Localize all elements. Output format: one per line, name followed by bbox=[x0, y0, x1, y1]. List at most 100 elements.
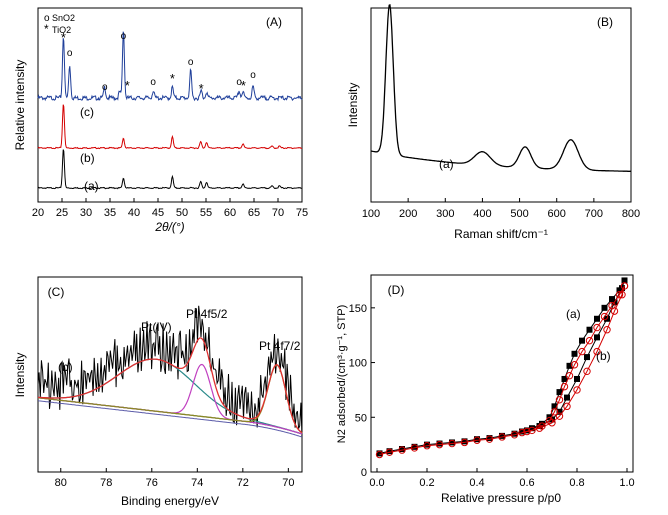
isotherm-point bbox=[519, 428, 525, 435]
isotherm-point bbox=[461, 438, 468, 445]
x-tick-label: 800 bbox=[622, 208, 640, 220]
xrd-curve-c bbox=[37, 31, 303, 102]
x-tick-label: 55 bbox=[200, 207, 212, 219]
x-tick-label: 78 bbox=[100, 477, 112, 489]
x-tick-label: 72 bbox=[237, 477, 249, 489]
isotherm-point bbox=[584, 354, 590, 361]
isotherm-point bbox=[511, 430, 518, 437]
y-tick-label: 150 bbox=[349, 303, 367, 315]
isotherm-point bbox=[594, 315, 600, 322]
isotherm-point bbox=[524, 427, 530, 434]
isotherm-point bbox=[498, 433, 506, 441]
panel-b-label: (B) bbox=[597, 15, 613, 29]
isotherm-point bbox=[574, 375, 580, 382]
isotherm-point bbox=[551, 403, 558, 410]
isotherm-point bbox=[600, 312, 609, 321]
x-tick-label: 75 bbox=[296, 207, 308, 219]
x-tick-label: 40 bbox=[128, 207, 140, 219]
legend-marker-tio2: * bbox=[44, 22, 49, 36]
isotherm-point bbox=[399, 446, 405, 453]
isotherm-point bbox=[586, 326, 593, 333]
isotherm-point bbox=[538, 422, 546, 430]
panel-d-y-label: N2 adsorbed/(cm³·g⁻¹, STP) bbox=[336, 305, 348, 443]
panel-c-label: (C) bbox=[48, 285, 65, 299]
peak-marker: * bbox=[125, 78, 130, 93]
x-tick-label: 50 bbox=[176, 207, 188, 219]
panel-a-legend: o SnO2 * TiO2 bbox=[44, 13, 75, 36]
isotherm-point bbox=[564, 394, 570, 401]
x-tick-label: 100 bbox=[362, 208, 380, 220]
legend-label-tio2: TiO2 bbox=[52, 25, 71, 35]
xps-envelope bbox=[37, 337, 303, 434]
isotherm-point bbox=[601, 304, 608, 311]
peak-marker: o bbox=[121, 31, 127, 42]
isotherm-point bbox=[570, 361, 579, 369]
isotherm-line-b-desorption bbox=[521, 285, 625, 434]
x-tick-label: 400 bbox=[473, 208, 491, 220]
isotherm-point bbox=[423, 442, 431, 450]
panel-d-x-label: Relative pressure p/p0 bbox=[441, 491, 561, 505]
isotherm-point bbox=[621, 277, 628, 284]
x-tick-label: 70 bbox=[282, 477, 294, 489]
peak-marker: o bbox=[102, 82, 108, 93]
isotherm-point bbox=[620, 282, 629, 290]
isotherm-point bbox=[593, 347, 601, 356]
xps-component-pt4f52 bbox=[37, 363, 303, 435]
panel-d-ticks: 0.0 0.2 0.4 0.6 0.8 1.0 0 50 100 150 bbox=[349, 303, 635, 489]
isotherm-point bbox=[560, 382, 569, 391]
x-tick-label: 35 bbox=[104, 207, 116, 219]
peak-marker: * bbox=[199, 81, 204, 96]
isotherm-point bbox=[539, 420, 545, 427]
isotherm-point bbox=[518, 428, 526, 437]
isotherm-line-b-adsorption bbox=[379, 285, 625, 455]
panel-b-x-ticks: 100 200 300 400 500 600 700 800 bbox=[362, 198, 640, 220]
panel-a: 20 25 30 35 40 45 50 55 60 65 70 75 *ooo* o *o* o *o (A… bbox=[13, 7, 308, 234]
peak-marker: o bbox=[67, 48, 73, 59]
xps-component-pt4f72 bbox=[37, 364, 303, 434]
x-tick-label: 0.4 bbox=[469, 477, 484, 489]
panel-b: 100 200 300 400 500 600 700 800 (B) Raman shift… bbox=[346, 3, 640, 241]
panel-c-peak-label-pt4: Pt(IV) bbox=[141, 320, 172, 334]
x-tick-label: 0.8 bbox=[569, 477, 584, 489]
isotherm-point bbox=[585, 336, 594, 345]
panel-b-series-label-a: (a) bbox=[439, 157, 454, 171]
isotherm-line-a-adsorption bbox=[379, 280, 625, 454]
x-tick-label: 1.0 bbox=[619, 477, 634, 489]
isotherm-point bbox=[485, 435, 494, 443]
panel-d-series-label-b: (b) bbox=[596, 349, 611, 363]
isotherm-point bbox=[556, 389, 563, 396]
x-tick-label: 200 bbox=[399, 208, 417, 220]
peak-marker: o bbox=[150, 77, 156, 88]
isotherm-point bbox=[615, 291, 624, 299]
isotherm-point bbox=[486, 435, 493, 442]
panel-c-frame bbox=[37, 276, 303, 473]
isotherm-point bbox=[571, 350, 578, 357]
y-tick-label: 0 bbox=[361, 467, 367, 479]
x-tick-label: 0.0 bbox=[369, 477, 384, 489]
panel-b-x-label: Raman shift/cm⁻¹ bbox=[454, 227, 548, 241]
panel-b-y-label: Intensity bbox=[346, 83, 360, 128]
xps-raw-data bbox=[37, 305, 303, 439]
isotherm-point bbox=[609, 296, 615, 303]
isotherm-point bbox=[583, 367, 591, 376]
panel-c-curves bbox=[37, 305, 303, 439]
isotherm-point bbox=[565, 371, 574, 380]
isotherm-point bbox=[555, 396, 564, 404]
panel-a-series-label-b: (b) bbox=[80, 151, 95, 165]
isotherm-point bbox=[436, 440, 443, 447]
isotherm-point bbox=[545, 416, 554, 425]
x-tick-label: 80 bbox=[55, 477, 67, 489]
isotherm-point bbox=[573, 386, 581, 394]
isotherm-point bbox=[528, 426, 536, 435]
isotherm-point bbox=[375, 450, 384, 459]
isotherm-point bbox=[424, 441, 430, 448]
isotherm-point bbox=[376, 450, 383, 457]
peak-marker: * bbox=[170, 71, 175, 86]
xrd-curve-b bbox=[37, 104, 303, 150]
xrd-curve-a bbox=[37, 149, 303, 190]
x-tick-label: 0.2 bbox=[419, 477, 434, 489]
panel-c-peak-label-pt4f52: Pt 4f5/2 bbox=[186, 307, 228, 321]
peak-marker: o bbox=[236, 77, 242, 88]
x-tick-label: 76 bbox=[146, 477, 158, 489]
isotherm-point bbox=[386, 448, 393, 455]
